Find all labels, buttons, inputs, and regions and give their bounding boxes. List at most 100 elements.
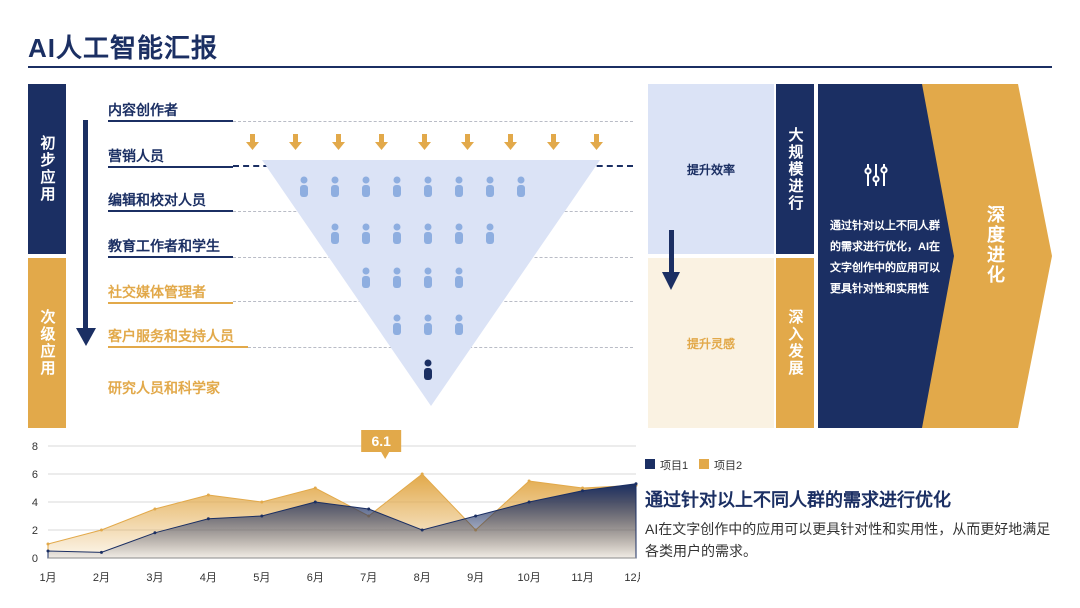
- arrow-down-icon: [375, 134, 388, 150]
- role-underline: [108, 120, 233, 122]
- down-arrow-shaft: [669, 230, 674, 274]
- arrow-down-icon: [547, 134, 560, 150]
- role-label: 营销人员: [108, 148, 164, 164]
- data-point: [46, 542, 50, 546]
- legend-swatch-series1: [645, 459, 655, 469]
- progress-chevrons: [818, 84, 1052, 428]
- legend-swatch-series2: [699, 459, 709, 469]
- arrow-down-icon: [590, 134, 603, 150]
- funnel-icons: [246, 134, 603, 380]
- data-point: [527, 479, 531, 483]
- person-icon: [393, 176, 401, 197]
- arrow-down-icon: [289, 134, 302, 150]
- x-tick-label: 8月: [414, 572, 431, 584]
- role-label: 教育工作者和学生: [108, 238, 220, 254]
- role-label: 研究人员和科学家: [108, 380, 220, 396]
- x-tick-label: 5月: [253, 572, 270, 584]
- role-label: 内容创作者: [108, 102, 178, 118]
- person-icon: [424, 223, 432, 244]
- role-label: 社交媒体管理者: [108, 284, 206, 300]
- person-icon: [362, 267, 370, 288]
- x-tick-label: 6月: [307, 572, 324, 584]
- deep-dev-label: 深入发展: [776, 258, 814, 428]
- x-tick-label: 12月: [624, 572, 640, 584]
- x-tick-label: 4月: [200, 572, 217, 584]
- person-icon: [455, 314, 463, 335]
- data-point: [634, 482, 638, 486]
- person-icon: [486, 223, 494, 244]
- data-point: [420, 472, 424, 476]
- y-tick-label: 4: [32, 497, 38, 509]
- data-point: [206, 517, 210, 521]
- person-icon: [331, 223, 339, 244]
- person-icon: [517, 176, 525, 197]
- row-divider: [233, 121, 633, 122]
- data-point: [581, 486, 585, 490]
- callout-box: [361, 430, 402, 452]
- data-point: [313, 486, 317, 490]
- data-point: [260, 500, 264, 504]
- callout-label: 6.1: [371, 433, 391, 449]
- person-icon: [486, 176, 494, 197]
- arrow-down-icon: [461, 134, 474, 150]
- role-underline: [108, 256, 233, 258]
- x-tick-label: 1月: [39, 572, 56, 584]
- trend-area-chart: 0 2 4 6 8 1月 2月 3月 4月 5月 6月 7月 8月 9月 10月 11月 12月 6.1: [32, 430, 640, 584]
- person-icon: [393, 267, 401, 288]
- data-point: [99, 550, 103, 554]
- person-icon: [300, 176, 308, 197]
- data-point: [153, 507, 157, 511]
- x-tick-label: 3月: [146, 572, 163, 584]
- arrow-down-icon: [246, 134, 259, 150]
- down-arrow-shaft: [83, 120, 88, 330]
- x-tick-label: 11月: [571, 572, 593, 584]
- role-underline: [108, 166, 233, 168]
- data-point: [206, 493, 210, 497]
- person-icon: [424, 267, 432, 288]
- data-point: [313, 500, 317, 504]
- data-point: [46, 549, 50, 553]
- sliders-icon: [864, 164, 888, 186]
- x-tick-label: 2月: [93, 572, 110, 584]
- data-point: [527, 500, 531, 504]
- person-icon: [362, 223, 370, 244]
- arrow-down-icon: [504, 134, 517, 150]
- data-point: [260, 514, 264, 518]
- data-point: [474, 514, 478, 518]
- y-tick-label: 2: [32, 525, 38, 537]
- side-label-primary: 初步应用: [28, 84, 66, 254]
- person-icon: [424, 176, 432, 197]
- legend-label-series2: 项目2: [714, 460, 743, 472]
- x-tick-label: 10月: [517, 572, 540, 584]
- person-icon: [331, 176, 339, 197]
- person-icon: [424, 314, 432, 335]
- person-icon: [424, 359, 432, 380]
- callout-pointer: [381, 452, 390, 459]
- title-divider: [28, 66, 1052, 68]
- data-point: [420, 528, 424, 532]
- deep-evolve-label: 深度进化: [985, 205, 1005, 285]
- data-point: [153, 531, 157, 535]
- arrow-down-icon: [76, 328, 96, 346]
- person-icon: [455, 267, 463, 288]
- role-label: 编辑和校对人员: [108, 192, 206, 208]
- side-label-secondary: 次级应用: [28, 258, 66, 428]
- y-tick-label: 6: [32, 469, 38, 481]
- x-tick-label: 7月: [360, 572, 377, 584]
- y-tick-label: 8: [32, 441, 38, 453]
- person-icon: [362, 176, 370, 197]
- large-scale-label: 大规模进行: [776, 84, 814, 254]
- y-tick-label: 0: [32, 553, 38, 565]
- summary-title: 通过针对以上不同人群的需求进行优化: [645, 490, 951, 510]
- arrow-down-icon: [332, 134, 345, 150]
- panel-description: 通过针对以上不同人群的需求进行优化，AI在文字创作中的应用可以更具针对性和实用性: [830, 220, 940, 295]
- arrow-down-icon: [662, 272, 680, 290]
- gold-chevron: [922, 84, 1052, 428]
- role-underline: [108, 210, 233, 212]
- efficiency-label: 提升效率: [648, 84, 774, 254]
- page-title: AI人工智能汇报: [28, 33, 219, 63]
- person-icon: [455, 176, 463, 197]
- role-underline: [108, 302, 233, 304]
- data-point: [581, 489, 585, 493]
- role-label: 客户服务和支持人员: [108, 328, 234, 344]
